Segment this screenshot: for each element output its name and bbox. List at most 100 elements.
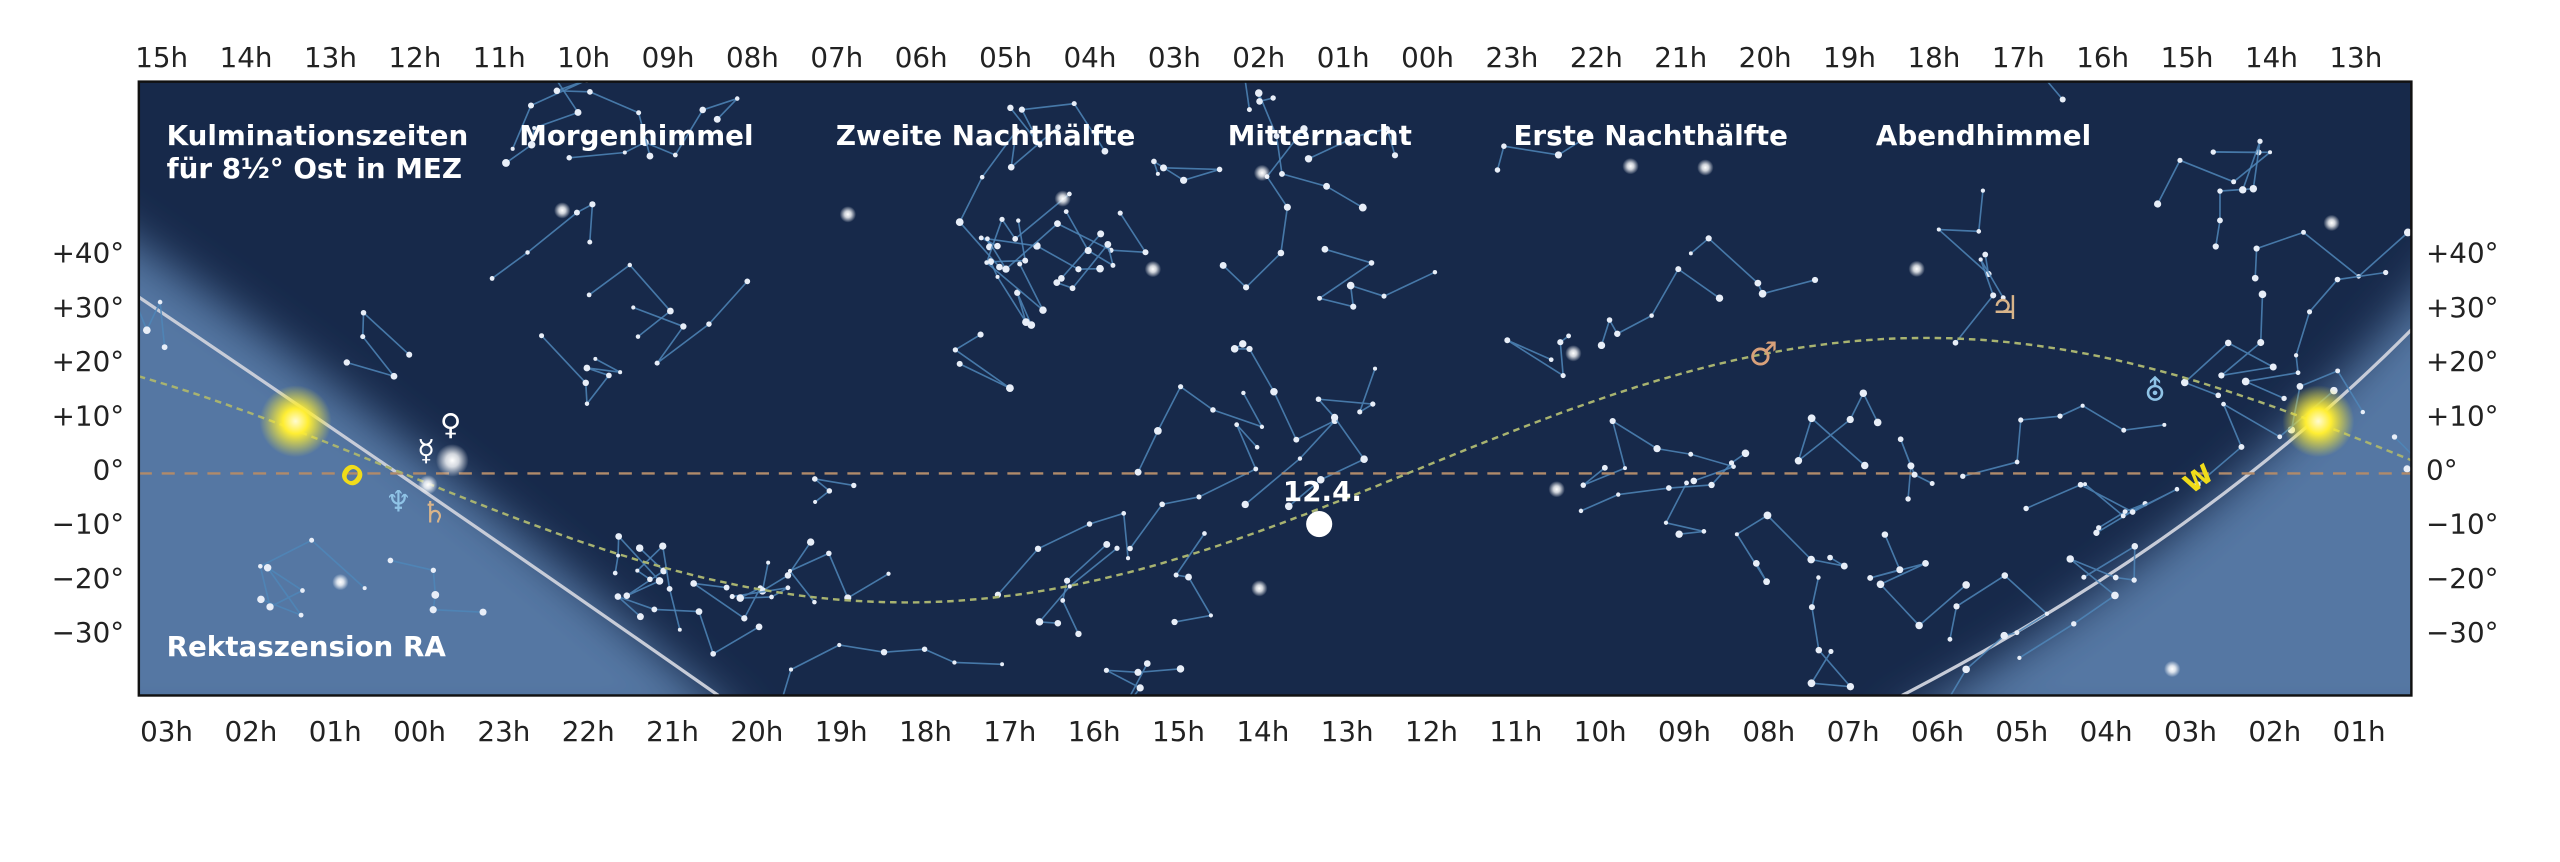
declination-right: −30° xyxy=(2426,616,2498,649)
star xyxy=(2066,555,2074,563)
star xyxy=(1060,598,1066,603)
planet-symbol: ♀ xyxy=(440,408,462,442)
star xyxy=(1016,218,1021,223)
sun xyxy=(2282,385,2355,458)
star xyxy=(1017,261,1023,267)
bottom-hour: 18h xyxy=(899,715,952,748)
star xyxy=(1675,530,1683,538)
star xyxy=(1501,143,1507,149)
bright-star xyxy=(839,206,857,223)
bottom-hour: 12h xyxy=(1405,715,1458,748)
declination-left: +30° xyxy=(52,291,124,324)
star xyxy=(1114,545,1120,551)
bottom-hour: 14h xyxy=(1236,715,1289,748)
star xyxy=(1807,414,1816,423)
star xyxy=(2000,631,2008,640)
star xyxy=(300,588,305,593)
star xyxy=(1254,89,1263,97)
bottom-hour: 07h xyxy=(1827,715,1880,748)
star xyxy=(985,236,990,242)
star xyxy=(1143,660,1151,667)
star xyxy=(1873,418,1882,427)
star xyxy=(1846,682,1855,691)
star xyxy=(1298,48,1302,52)
star xyxy=(258,564,263,569)
star xyxy=(1907,462,1915,470)
top-hour: 18h xyxy=(1907,41,1960,74)
star xyxy=(995,274,1000,279)
bottom-hour: 02h xyxy=(2248,715,2301,748)
star xyxy=(527,140,536,149)
star xyxy=(1705,235,1712,242)
star xyxy=(1012,235,1019,242)
star xyxy=(1155,171,1160,176)
bottom-hour: 19h xyxy=(815,715,868,748)
top-hour: 13h xyxy=(2329,41,2382,74)
star xyxy=(651,606,658,613)
star xyxy=(2057,413,2063,419)
star xyxy=(2180,378,2189,387)
star xyxy=(631,305,636,310)
star xyxy=(1741,449,1750,458)
star xyxy=(1494,167,1501,173)
star xyxy=(1125,556,1131,561)
star xyxy=(784,572,792,579)
bottom-hour: 09h xyxy=(1658,715,1711,748)
constellation-line xyxy=(617,595,760,656)
star xyxy=(788,667,794,672)
bottom-hour: 03h xyxy=(2164,715,2217,748)
star xyxy=(1754,279,1762,287)
star xyxy=(1897,436,1904,443)
star xyxy=(532,126,537,131)
bottom-hour: 05h xyxy=(1995,715,2048,748)
constellation-line xyxy=(1949,574,2049,696)
star xyxy=(956,360,963,367)
star xyxy=(2249,184,2258,193)
bottom-hour: 16h xyxy=(1068,715,1121,748)
star xyxy=(1384,126,1391,132)
star xyxy=(429,606,437,614)
moon-date: 12.4. xyxy=(1283,475,1362,508)
star xyxy=(623,592,631,599)
star xyxy=(1084,247,1092,255)
star xyxy=(2210,149,2216,155)
bright-star xyxy=(332,573,349,591)
star xyxy=(1616,492,1621,497)
planet-symbol: ♆ xyxy=(385,484,411,518)
star xyxy=(2241,377,2250,386)
star xyxy=(1622,466,1627,471)
declination-left: −10° xyxy=(52,508,124,541)
star xyxy=(1136,684,1144,692)
bottom-hour: 01h xyxy=(2333,715,2386,748)
star xyxy=(1578,508,1584,514)
star xyxy=(2464,501,2470,507)
star xyxy=(582,379,589,387)
star xyxy=(1688,451,1694,457)
star xyxy=(1069,285,1076,292)
star xyxy=(1097,230,1105,238)
constellation-line xyxy=(1222,128,1305,289)
planet-symbol: ♃ xyxy=(1990,289,2019,327)
star xyxy=(1601,464,1608,471)
star xyxy=(1103,540,1111,548)
star xyxy=(1560,373,1566,379)
star xyxy=(1142,249,1149,256)
declination-left: 0° xyxy=(93,453,125,486)
star xyxy=(1980,188,1986,193)
star xyxy=(1859,389,1868,397)
constellation-line xyxy=(2046,81,2064,101)
bottom-hour: 02h xyxy=(224,715,277,748)
star xyxy=(2231,179,2237,185)
star xyxy=(695,608,703,615)
declination-right: +30° xyxy=(2426,291,2498,324)
star xyxy=(952,347,959,353)
star xyxy=(2437,229,2443,235)
constellation-line xyxy=(1061,543,1108,635)
constellation-line xyxy=(761,541,812,593)
constellation-line xyxy=(1954,259,2004,344)
star xyxy=(2067,32,2071,36)
top-hour: 11h xyxy=(473,41,526,74)
star xyxy=(837,642,842,648)
constellation-line xyxy=(588,263,672,338)
constellation-line xyxy=(811,477,854,503)
